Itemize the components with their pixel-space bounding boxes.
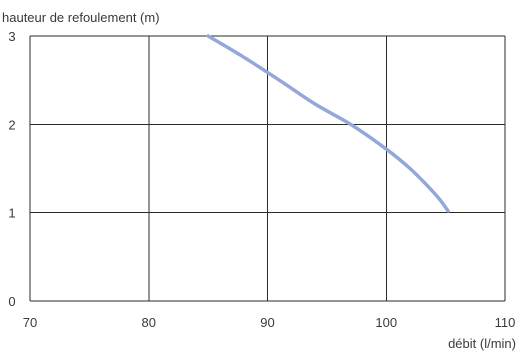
series-line-0: [206, 34, 450, 213]
x-tick-label: 110: [495, 315, 516, 330]
y-tick-label: 2: [8, 117, 15, 132]
x-tick-label: 90: [260, 315, 274, 330]
y-tick-label: 0: [8, 294, 15, 309]
x-tick-label: 100: [375, 315, 397, 330]
y-tick-label: 3: [8, 29, 15, 44]
x-tick-label: 80: [142, 315, 156, 330]
axes: [29, 36, 505, 302]
tick-labels: 70 80 90 100 110 0 1 2 3: [8, 29, 515, 330]
grid: [30, 35, 506, 301]
series-layer: [206, 34, 450, 213]
y-tick-label: 1: [8, 206, 15, 221]
x-axis-label: débit (l/min): [448, 336, 516, 351]
x-tick-label: 70: [23, 315, 37, 330]
y-axis-label: hauteur de refoulement (m): [2, 10, 160, 25]
